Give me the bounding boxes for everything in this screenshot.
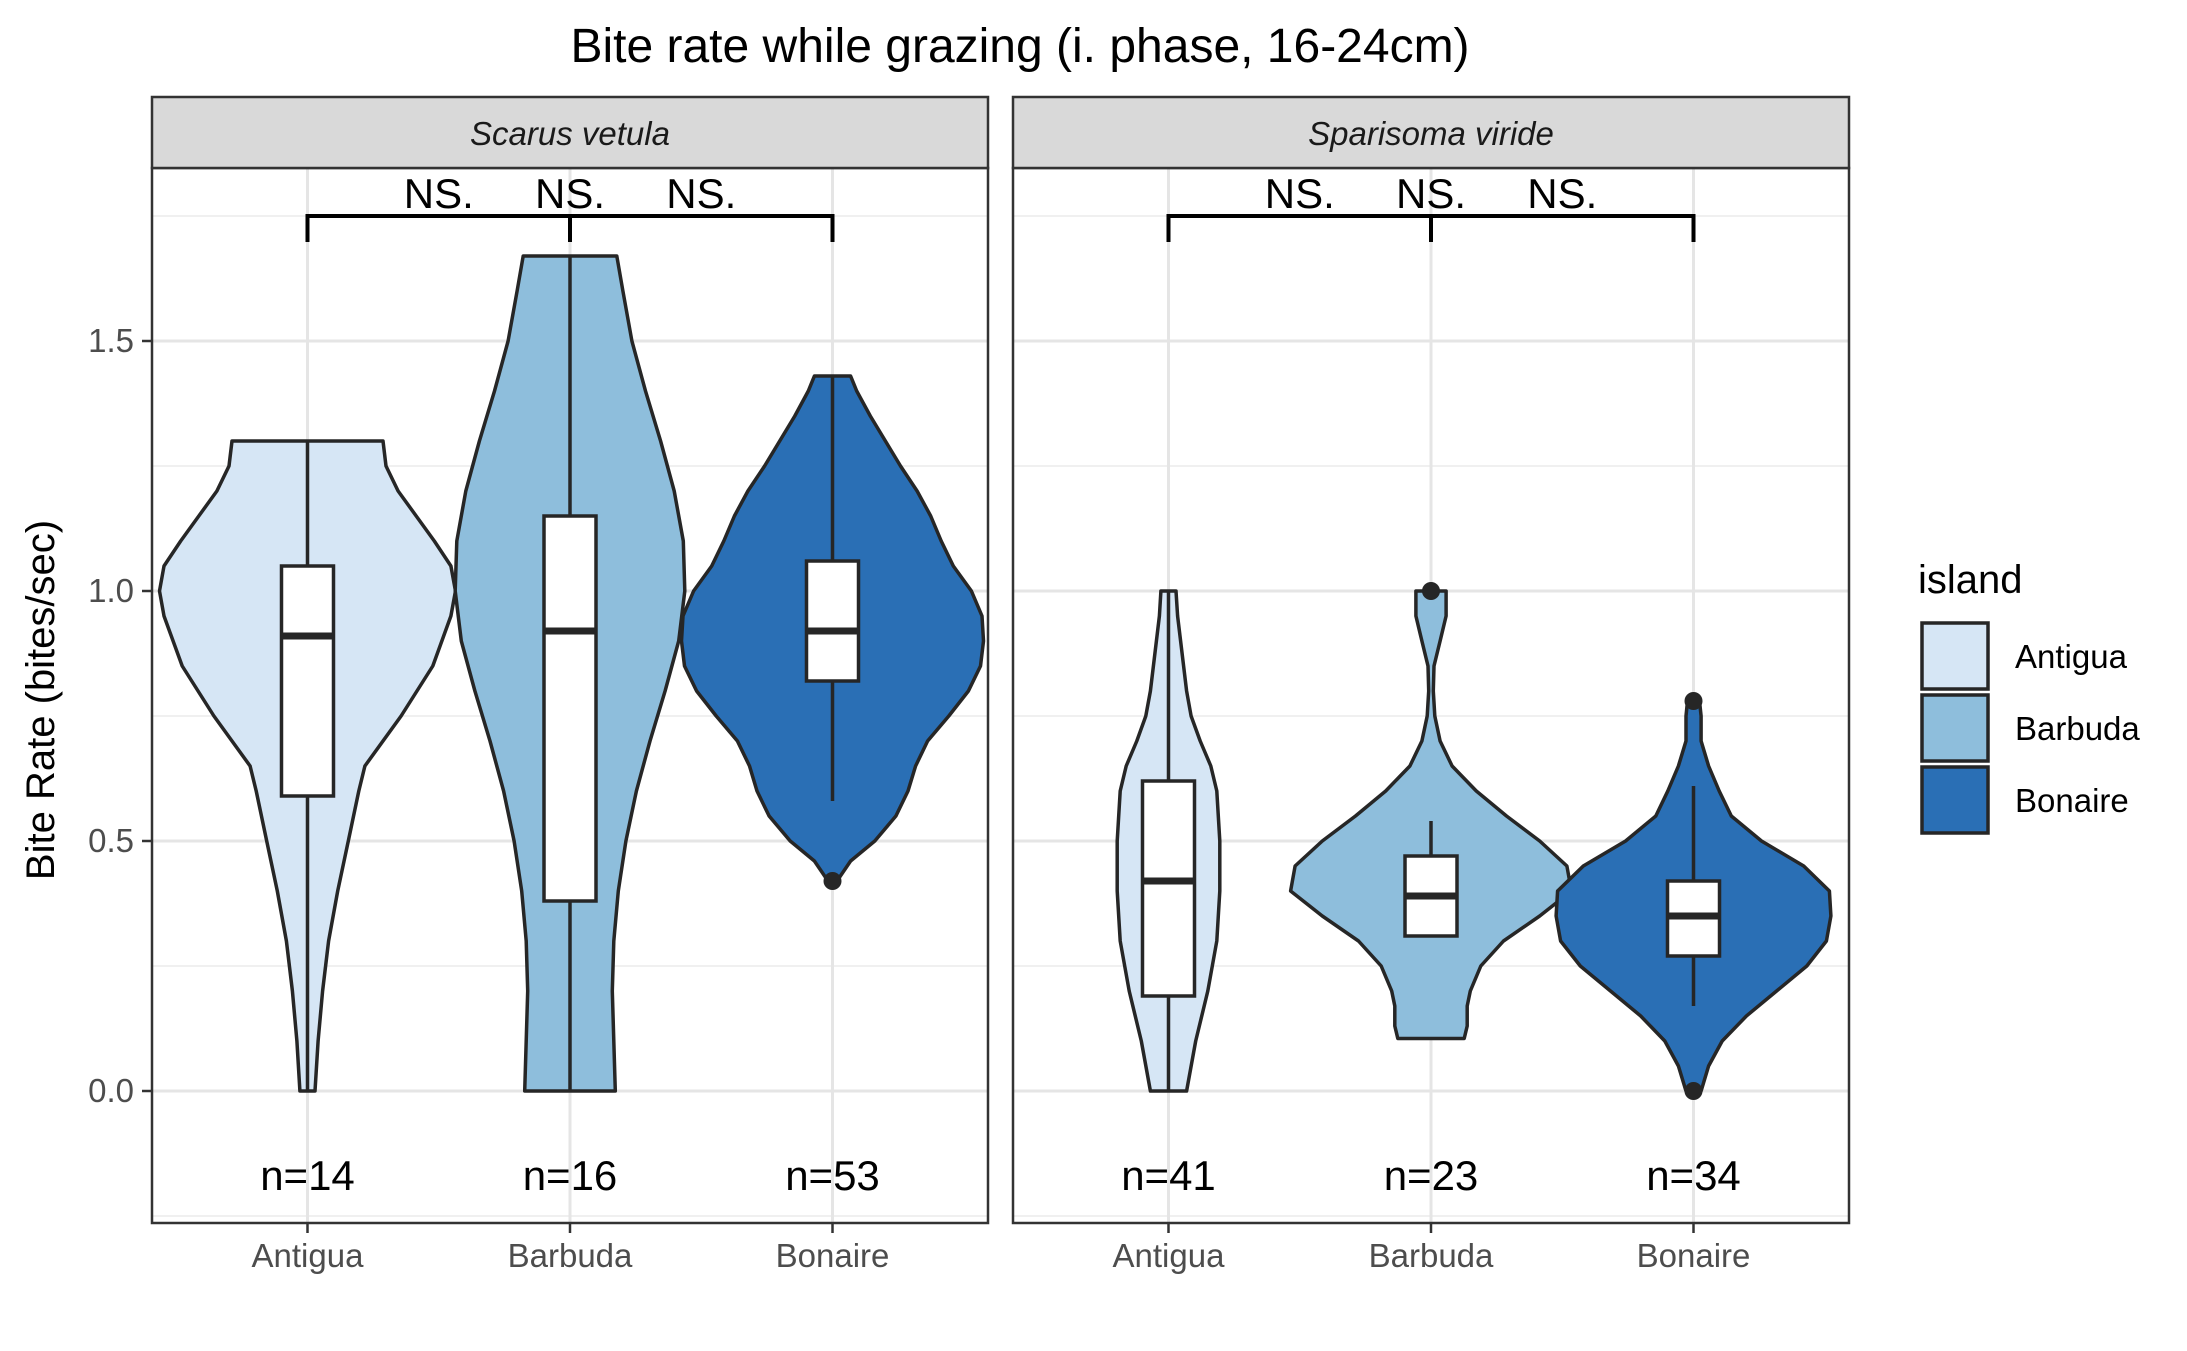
n-label: n=53: [785, 1152, 880, 1199]
x-tick-label: Barbuda: [508, 1237, 633, 1274]
significance-label: NS.: [1527, 170, 1597, 217]
legend-label-antigua: Antigua: [2015, 638, 2128, 675]
box: [279, 564, 336, 798]
box: [542, 514, 598, 903]
box: [1140, 779, 1197, 998]
panel-2: n=41 n=23 n=34 NS. NS. NS. Sparisoma viride Ant…: [1011, 95, 1851, 1274]
outlier-point: [1684, 1082, 1703, 1100]
y-tick-label: 1.0: [88, 572, 134, 609]
chart-title: Bite rate while grazing (i. phase, 16-24…: [570, 20, 1469, 73]
group-barbuda: n=23: [1288, 582, 1574, 1199]
group-bonaire: n=34: [1554, 692, 1833, 1199]
significance-bracket: NS. NS. NS.: [305, 170, 835, 242]
facet-panels: n=14 n=16 n=53 NS. NS. NS. Scarus vetula Antigu…: [88, 95, 1851, 1274]
n-label: n=14: [260, 1152, 355, 1199]
significance-label: NS.: [535, 170, 605, 217]
x-tick-label: Bonaire: [776, 1237, 890, 1274]
legend-label-bonaire: Bonaire: [2015, 782, 2129, 819]
group-barbuda: n=16: [453, 254, 687, 1199]
legend-title: island: [1918, 558, 2023, 602]
n-label: n=23: [1384, 1152, 1479, 1199]
legend-key-barbuda: [1920, 693, 1990, 763]
y-tick-label: 1.5: [88, 322, 134, 359]
strip-label: Sparisoma viride: [1308, 115, 1554, 152]
strip-background: [150, 95, 990, 170]
n-label: n=34: [1646, 1152, 1741, 1199]
group-antigua: n=41: [1115, 589, 1222, 1199]
strip-background: [1011, 95, 1851, 170]
outlier-point: [1684, 692, 1703, 710]
significance-label: NS.: [1265, 170, 1335, 217]
group-bonaire: n=53: [679, 374, 986, 1199]
legend: island Antigua Barbuda Bonaire: [1918, 558, 2140, 835]
legend-key-bonaire: [1920, 765, 1990, 835]
outlier-point: [823, 872, 842, 890]
y-axis-label: Bite Rate (bites/sec): [19, 520, 63, 880]
x-tick-label: Antigua: [1113, 1237, 1226, 1274]
significance-label: NS.: [666, 170, 736, 217]
n-label: n=16: [523, 1152, 618, 1199]
x-tick-label: Antigua: [252, 1237, 365, 1274]
group-antigua: n=14: [157, 439, 458, 1199]
legend-key-antigua: [1920, 621, 1990, 691]
panel-1: n=14 n=16 n=53 NS. NS. NS. Scarus vetula Antigu…: [88, 95, 990, 1274]
significance-label: NS.: [1396, 170, 1466, 217]
significance-bracket: NS. NS. NS.: [1166, 170, 1696, 242]
box: [804, 559, 861, 683]
outlier-point: [1422, 582, 1440, 600]
x-tick-label: Bonaire: [1637, 1237, 1751, 1274]
bracket-line: [1166, 214, 1696, 242]
legend-label-barbuda: Barbuda: [2015, 710, 2140, 747]
bracket-line: [305, 214, 835, 242]
n-label: n=41: [1121, 1152, 1216, 1199]
x-tick-label: Barbuda: [1369, 1237, 1494, 1274]
y-tick-label: 0.0: [88, 1072, 134, 1109]
y-tick-label: 0.5: [88, 822, 134, 859]
strip-label: Scarus vetula: [470, 115, 670, 152]
significance-label: NS.: [404, 170, 474, 217]
